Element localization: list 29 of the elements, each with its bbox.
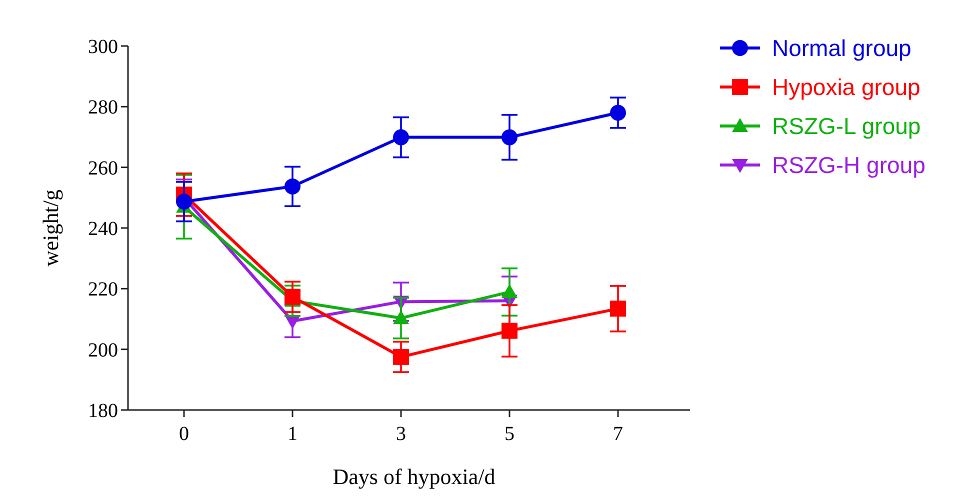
legend-label: RSZG-H group	[772, 152, 926, 178]
y-tick-label: 300	[88, 36, 118, 58]
x-tick-label: 1	[288, 423, 298, 445]
point	[393, 348, 409, 365]
legend-label: Hypoxia group	[772, 74, 920, 100]
point	[610, 104, 626, 121]
x-tick-label: 3	[396, 423, 406, 445]
x-tick-label: 0	[179, 423, 189, 445]
x-axis-title: Days of hypoxia/d	[332, 464, 496, 489]
y-tick-label: 180	[88, 400, 118, 422]
point	[176, 194, 192, 210]
point	[284, 288, 300, 305]
point	[393, 310, 409, 324]
x-tick-label: 5	[504, 423, 514, 445]
point	[502, 322, 518, 339]
y-axis-title: weight/g	[38, 190, 63, 266]
y-tick-label: 240	[88, 218, 118, 240]
point	[502, 284, 518, 298]
legend-label: RSZG-L group	[772, 113, 921, 140]
y-tick-label: 280	[88, 96, 118, 119]
point	[393, 129, 409, 146]
y-tick-label: 200	[88, 339, 118, 362]
y-tick-label: 220	[88, 278, 118, 301]
point	[284, 178, 300, 194]
x-tick-label: 7	[613, 423, 623, 445]
legend-label: Normal group	[772, 35, 912, 62]
point	[610, 300, 626, 317]
point	[502, 129, 518, 146]
y-tick-label: 260	[88, 157, 118, 180]
